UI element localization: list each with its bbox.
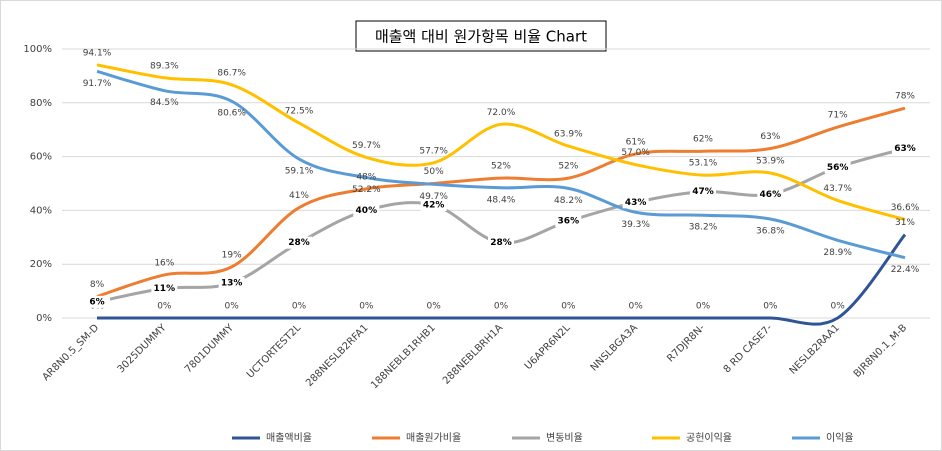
value-label: 0% [225,302,240,312]
value-label: 62% [693,135,713,145]
value-label: 8% [90,280,105,290]
value-label: 28% [288,238,310,248]
value-label-bg [824,161,851,174]
y-tick-label: 80% [30,98,52,109]
value-label: 0% [831,302,846,312]
value-label: 22.4% [891,265,920,275]
value-label-bg [892,142,918,155]
value-label: 42% [423,201,445,211]
value-label: 36.6% [891,203,920,213]
y-tick-label: 20% [30,259,52,270]
value-label: 63% [894,144,916,154]
value-label: 72.5% [285,106,314,116]
value-label: 11% [154,284,176,294]
value-label-bg [218,277,245,290]
value-label: 28.9% [823,248,852,258]
value-label: 94.1% [83,48,112,58]
value-label: 61% [626,137,646,147]
legend-label: 이익율 [826,432,854,444]
value-label-bg [488,236,514,249]
value-label: 46% [760,190,782,200]
value-label: 63.9% [554,130,583,140]
value-label: 0% [763,302,778,312]
value-label: 49.7% [419,192,448,202]
chart-title: 매출액 대비 원가항목 비율 Chart [375,28,587,46]
value-label: 43% [625,198,647,208]
value-label: 41% [289,191,309,201]
value-label: 36% [558,217,580,227]
value-label: 0% [292,302,307,312]
value-label: 0% [561,302,576,312]
value-label-bg [286,236,312,249]
value-label: 86.7% [217,68,246,78]
value-label: 53.9% [756,157,785,167]
value-label: 6% [89,297,104,307]
series-line [96,63,906,221]
value-label-bg [84,295,110,308]
value-label: 71% [828,111,848,121]
value-label: 57.7% [419,146,448,156]
y-tick-label: 60% [30,152,52,163]
series-line [96,106,906,298]
value-label-bg [420,199,447,212]
value-label: 52.2% [352,185,381,195]
value-label: 0% [629,302,644,312]
value-label: 52% [558,162,578,172]
value-label: 91.7% [83,79,112,89]
value-label: 89.3% [150,61,179,71]
legend-label: 공헌이익율 [686,432,732,444]
value-label: 84.5% [150,98,179,108]
value-label-bg [757,188,784,201]
value-label: 48.4% [487,195,516,205]
value-label-bg [353,204,380,217]
value-label: 63% [760,132,780,142]
value-label: 43.7% [823,184,852,194]
value-label: 39.3% [621,220,650,230]
series-line [97,233,907,326]
value-label: 0% [157,302,172,312]
value-label: 57.0% [621,148,650,158]
value-label: 0% [359,302,374,312]
value-label: 78% [895,92,915,102]
value-label-bg [690,185,716,198]
value-label: 80.6% [217,109,246,119]
value-label: 59.1% [285,167,314,177]
value-label: 52% [491,162,511,172]
value-label: 50% [424,167,444,177]
legend-label: 매출액비율 [266,432,312,444]
value-label: 47% [692,187,714,197]
legend-label: 매출원가비율 [406,432,461,444]
value-label: 31% [895,218,915,228]
value-label: 0% [427,302,442,312]
value-label: 13% [221,279,243,289]
y-tick-label: 40% [30,205,52,216]
value-label: 59.7% [352,141,381,151]
value-label: 40% [356,206,378,216]
value-label: 53.1% [689,159,718,169]
value-label: 28% [490,238,512,248]
value-label: 48.2% [554,196,583,206]
value-label-bg [151,282,178,295]
legend-label: 변동비율 [546,432,583,444]
value-label: 36.8% [756,227,785,237]
y-tick-label: 0% [36,313,52,324]
value-label: 72.0% [487,108,516,118]
value-label: 16% [154,258,174,268]
value-label: 38.2% [689,223,718,233]
value-label: 48% [356,172,376,182]
value-label: 19% [222,250,242,260]
value-label-bg [555,215,582,228]
y-tick-label: 100% [23,44,52,55]
value-label-bg [622,196,649,209]
title-box [355,20,607,52]
series-line [96,69,906,260]
value-label: 56% [827,163,849,173]
value-label: 0% [696,302,711,312]
value-label: 0% [494,302,509,312]
